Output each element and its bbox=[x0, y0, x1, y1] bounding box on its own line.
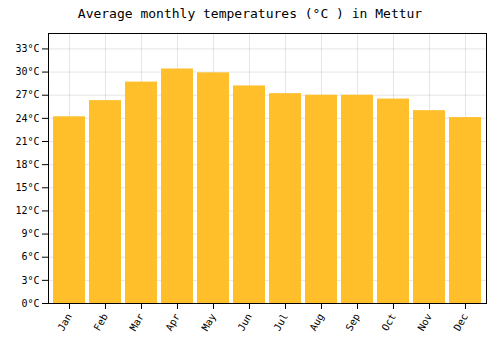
svg-text:Dec: Dec bbox=[451, 312, 470, 333]
svg-text:12°C: 12°C bbox=[15, 205, 39, 216]
svg-text:Mar: Mar bbox=[127, 312, 146, 333]
svg-text:15°C: 15°C bbox=[15, 182, 39, 193]
svg-text:24°C: 24°C bbox=[15, 113, 39, 124]
svg-text:May: May bbox=[199, 312, 218, 333]
svg-text:6°C: 6°C bbox=[21, 251, 39, 262]
svg-text:3°C: 3°C bbox=[21, 275, 39, 286]
svg-text:30°C: 30°C bbox=[15, 66, 39, 77]
svg-text:Feb: Feb bbox=[91, 312, 110, 333]
svg-text:33°C: 33°C bbox=[15, 43, 39, 54]
svg-text:27°C: 27°C bbox=[15, 89, 39, 100]
svg-text:Jul: Jul bbox=[271, 312, 290, 333]
svg-text:Nov: Nov bbox=[415, 312, 434, 333]
svg-text:Oct: Oct bbox=[379, 312, 398, 333]
svg-text:Jan: Jan bbox=[55, 312, 74, 333]
html-text:Average monthly temperatures (: Average monthly temperatures (°C ) in Me… bbox=[77, 6, 423, 21]
svg-text:Sep: Sep bbox=[343, 312, 362, 333]
svg-text:Aug: Aug bbox=[307, 312, 326, 333]
svg-text:21°C: 21°C bbox=[15, 136, 39, 147]
svg-text:Apr: Apr bbox=[163, 312, 182, 333]
svg-text:0°C: 0°C bbox=[21, 298, 39, 309]
svg-text:Jun: Jun bbox=[235, 312, 254, 333]
svg-text:9°C: 9°C bbox=[21, 228, 39, 239]
svg-text:18°C: 18°C bbox=[15, 159, 39, 170]
